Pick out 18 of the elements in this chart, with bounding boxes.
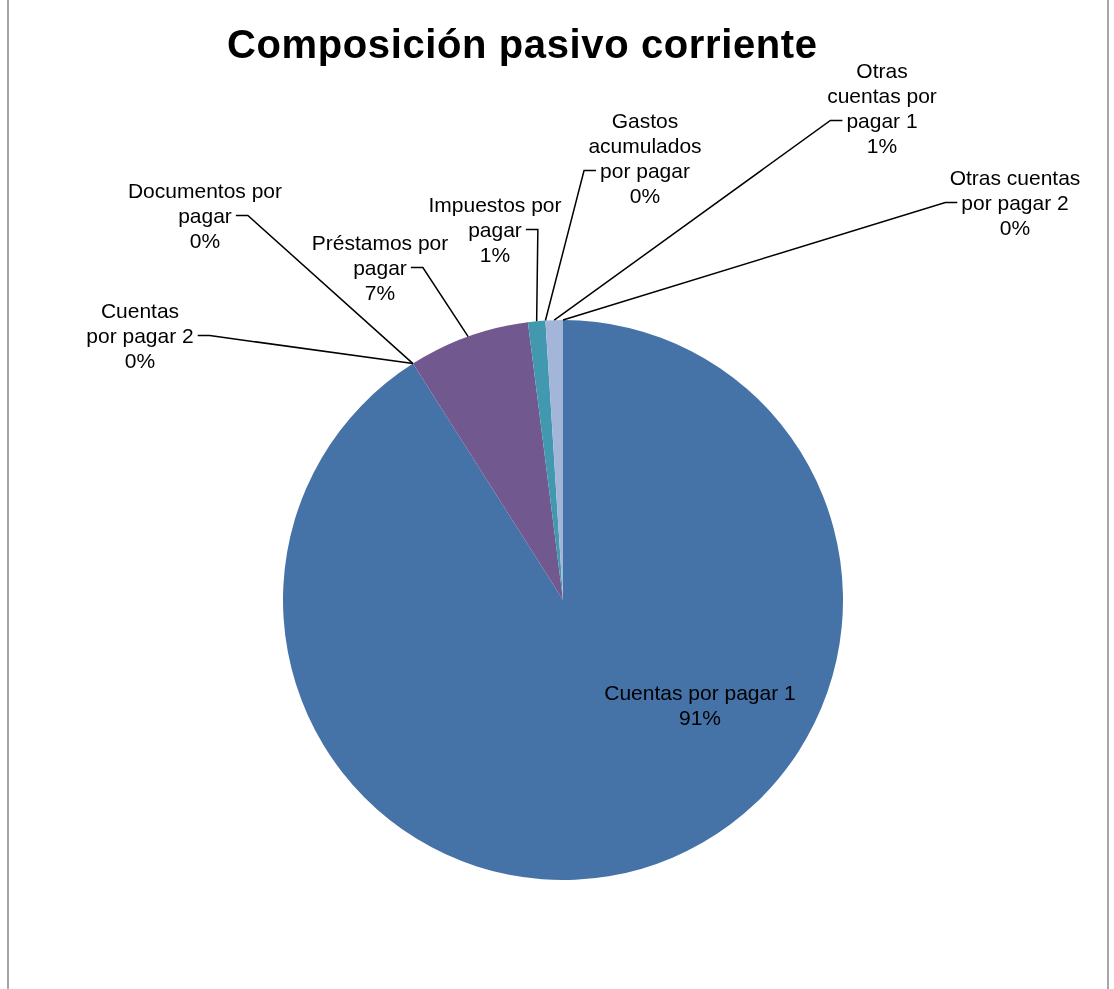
category-label: Otras cuentas por pagar 2 — [949, 166, 1081, 214]
data-label: 1% — [479, 243, 511, 266]
chart-title: Composición pasivo corriente — [227, 22, 817, 66]
category-label: Documentos por pagar — [127, 179, 283, 227]
text: 0% — [124, 349, 156, 372]
pie-slice — [412, 322, 563, 600]
text: 0% — [999, 216, 1031, 239]
slice-label: Otras cuentas por pagar 1 — [827, 59, 937, 132]
slice-label: Cuentas por pagar 1 — [604, 681, 796, 704]
data-label: 1% — [866, 134, 898, 157]
text: 0% — [189, 229, 221, 252]
slice-label: Préstamos por pagar — [311, 231, 449, 279]
data-label: 91% — [678, 706, 722, 729]
text: 0% — [629, 184, 661, 207]
category-label: Cuentas por pagar 2 — [86, 299, 194, 347]
pie-slice — [283, 320, 843, 880]
data-label: 7% — [364, 281, 396, 304]
category-label: Gastos acumulados por pagar — [588, 109, 702, 182]
